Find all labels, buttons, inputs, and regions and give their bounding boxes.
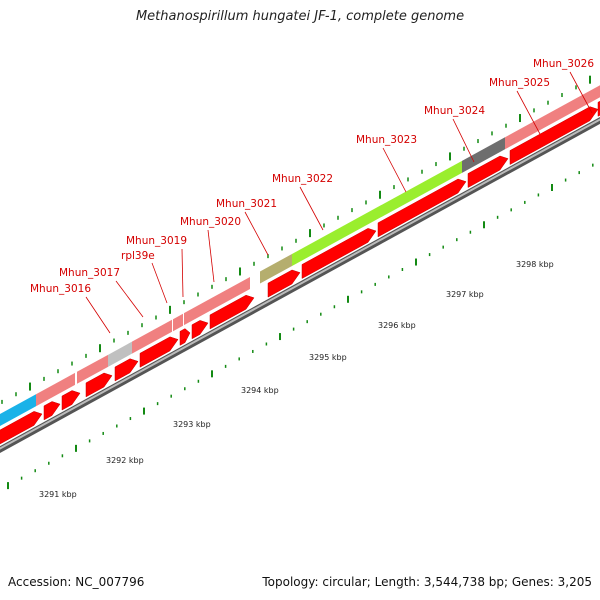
cds-arrow bbox=[61, 390, 81, 411]
map-title: Methanospirillum hungatei JF-1, complete… bbox=[135, 9, 465, 24]
gene-leader-line bbox=[151, 262, 168, 304]
gene-label[interactable]: Mhun_3016 bbox=[30, 283, 91, 295]
cds-arrow bbox=[209, 294, 255, 330]
cog-segment bbox=[132, 319, 172, 354]
gene-label[interactable]: Mhun_3023 bbox=[356, 134, 417, 146]
scale-label: 3294 kbp bbox=[241, 386, 279, 395]
genome-backbone bbox=[0, 117, 600, 453]
cds-arrow bbox=[467, 155, 509, 188]
gene-label[interactable]: Mhun_3025 bbox=[489, 77, 550, 89]
cog-segment bbox=[173, 313, 183, 332]
cog-segment bbox=[292, 160, 462, 266]
gene-leader-line bbox=[115, 280, 144, 318]
genome-info: Topology: circular; Length: 3,544,738 bp… bbox=[262, 575, 592, 589]
backbone-highlight bbox=[0, 118, 600, 450]
cog-segment bbox=[77, 354, 108, 384]
cds-arrow bbox=[267, 269, 301, 298]
scale-label: 3297 kbp bbox=[446, 290, 484, 299]
gene-label[interactable]: Mhun_3020 bbox=[180, 216, 241, 228]
cog-segment bbox=[36, 372, 75, 407]
cds-arrow bbox=[179, 328, 191, 346]
gene-leader-line bbox=[299, 186, 324, 231]
scale-label: 3292 kbp bbox=[106, 456, 144, 465]
gene-leader-line bbox=[569, 71, 593, 114]
cog-tick-track bbox=[1, 75, 591, 404]
cog-segment bbox=[184, 298, 210, 326]
scale-tick-track bbox=[7, 163, 594, 490]
gene-leader-line bbox=[452, 118, 475, 163]
gene-label[interactable]: Mhun_3024 bbox=[424, 105, 485, 117]
scale-label: 3293 kbp bbox=[173, 420, 211, 429]
gene-label[interactable]: Mhun_3021 bbox=[216, 198, 277, 210]
cds-arrow bbox=[377, 178, 467, 238]
scale-label: 3295 kbp bbox=[309, 353, 347, 362]
gene-leader-line bbox=[244, 211, 269, 256]
gene-leader-line bbox=[181, 248, 184, 298]
gene-leader-line bbox=[85, 296, 111, 334]
gene-label[interactable]: Mhun_3017 bbox=[59, 267, 120, 279]
cds-arrow bbox=[114, 358, 139, 382]
gene-leader-line bbox=[207, 229, 215, 283]
cog-color-track bbox=[0, 85, 600, 427]
cog-segment bbox=[505, 85, 600, 150]
scale-label: 3296 kbp bbox=[378, 321, 416, 330]
cds-arrow bbox=[85, 372, 113, 398]
cds-arrow bbox=[509, 106, 599, 165]
cds-arrow bbox=[139, 336, 179, 368]
gene-label[interactable]: Mhun_3019 bbox=[126, 235, 187, 247]
cds-arrow bbox=[301, 228, 377, 279]
gene-label[interactable]: rpl39e bbox=[121, 250, 155, 262]
gene-leader-line bbox=[382, 147, 407, 193]
scale-label: 3298 kbp bbox=[516, 260, 554, 269]
cog-segment bbox=[108, 341, 132, 367]
cds-arrow bbox=[191, 320, 209, 340]
cog-segment bbox=[210, 277, 250, 311]
cds-arrow bbox=[43, 401, 61, 421]
cog-segment bbox=[260, 253, 292, 284]
cog-segment bbox=[0, 394, 36, 427]
gene-label[interactable]: Mhun_3022 bbox=[272, 173, 333, 185]
cds-track bbox=[0, 100, 600, 445]
gene-label[interactable]: Mhun_3026 bbox=[533, 58, 594, 70]
gene-leader-line bbox=[516, 90, 541, 135]
cds-arrow bbox=[0, 411, 43, 445]
accession-label: Accession: NC_007796 bbox=[8, 575, 145, 589]
scale-label: 3291 kbp bbox=[39, 490, 77, 499]
scale-labels: 3291 kbp 3292 kbp 3293 kbp 3294 kbp 3295 kbp… bbox=[39, 260, 554, 499]
cog-segment bbox=[462, 137, 505, 173]
